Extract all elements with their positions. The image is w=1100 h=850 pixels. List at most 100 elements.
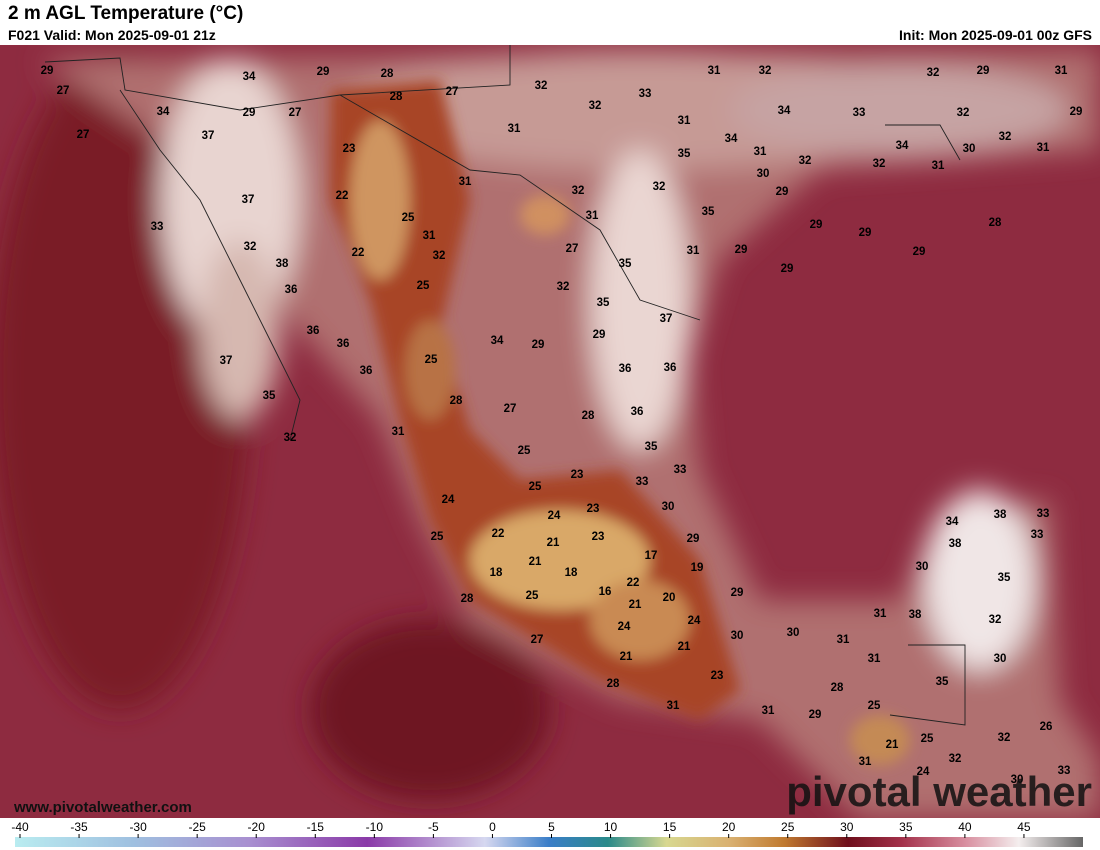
title: 2 m AGL Temperature (°C): [8, 3, 244, 24]
temperature-label: 23: [571, 469, 584, 481]
temperature-label: 33: [1031, 529, 1044, 541]
temperature-label: 33: [674, 464, 687, 476]
colorbar-tick-label: -35: [70, 820, 88, 834]
temperature-label: 31: [859, 756, 872, 768]
temperature-label: 32: [989, 614, 1002, 626]
temperature-label: 37: [202, 130, 215, 142]
temperature-label: 37: [242, 194, 255, 206]
temperature-label: 30: [731, 630, 744, 642]
temperature-label: 35: [678, 148, 691, 160]
watermark: pivotal weather: [786, 768, 1092, 815]
temperature-label: 29: [243, 107, 256, 119]
colorbar-tick-label: -20: [248, 820, 266, 834]
colorbar-tick-label: 5: [548, 820, 555, 834]
temperature-label: 30: [757, 168, 770, 180]
temperature-label: 28: [461, 593, 474, 605]
temperature-label: 36: [360, 365, 373, 377]
temperature-label: 24: [548, 510, 561, 522]
temperature-label: 32: [759, 65, 772, 77]
temperature-label: 30: [787, 627, 800, 639]
temperature-label: 26: [1040, 721, 1053, 733]
temperature-label: 22: [336, 190, 349, 202]
temperature-label: 31: [687, 245, 700, 257]
temperature-label: 21: [620, 651, 633, 663]
temperature-label: 38: [949, 538, 962, 550]
temperature-label: 31: [874, 608, 887, 620]
temperature-label: 23: [343, 143, 356, 155]
temperature-label: 27: [504, 403, 517, 415]
temperature-label: 29: [859, 227, 872, 239]
temperature-label: 21: [547, 537, 560, 549]
temperature-label: 32: [653, 181, 666, 193]
temperature-label: 38: [276, 258, 289, 270]
temperature-label: 31: [932, 160, 945, 172]
temperature-label: 16: [599, 586, 612, 598]
temperature-label: 21: [529, 556, 542, 568]
temperature-label: 29: [731, 587, 744, 599]
temperature-label: 33: [1037, 508, 1050, 520]
temperature-label: 29: [687, 533, 700, 545]
colorbar-tick-label: 40: [958, 820, 972, 834]
temperature-label: 27: [446, 86, 459, 98]
map-field: [0, 45, 1100, 818]
temperature-label: 29: [1070, 106, 1083, 118]
temperature-label: 31: [762, 705, 775, 717]
temperature-label: 31: [678, 115, 691, 127]
temperature-label: 27: [566, 243, 579, 255]
temperature-label: 30: [963, 143, 976, 155]
temperature-label: 28: [381, 68, 394, 80]
temperature-label: 32: [557, 281, 570, 293]
temperature-label: 30: [662, 501, 675, 513]
temperature-label: 31: [868, 653, 881, 665]
temperature-label: 29: [977, 65, 990, 77]
temperature-label: 29: [781, 263, 794, 275]
temperature-label: 18: [565, 567, 578, 579]
temperature-label: 32: [799, 155, 812, 167]
temperature-label: 25: [921, 733, 934, 745]
temperature-label: 35: [263, 390, 276, 402]
temperature-label: 35: [597, 297, 610, 309]
temperature-label: 38: [994, 509, 1007, 521]
temperature-label: 38: [909, 609, 922, 621]
temperature-label: 34: [491, 335, 504, 347]
temperature-label: 31: [667, 700, 680, 712]
colorbar-tick-label: -15: [307, 820, 325, 834]
temperature-label: 30: [916, 561, 929, 573]
colorbar-tick-label: -40: [11, 820, 29, 834]
temperature-label: 36: [337, 338, 350, 350]
temperature-label: 29: [41, 65, 54, 77]
temperature-label: 34: [725, 133, 738, 145]
temperature-label: 31: [586, 210, 599, 222]
borders: [44, 45, 966, 726]
temperature-label: 36: [619, 363, 632, 375]
temperature-label: 31: [1037, 142, 1050, 154]
temperature-label: 31: [837, 634, 850, 646]
temperature-label: 27: [57, 85, 70, 97]
temperature-label: 32: [999, 131, 1012, 143]
temperature-label: 36: [307, 325, 320, 337]
temperature-label: 28: [989, 217, 1002, 229]
colorbar-tick-label: 30: [840, 820, 854, 834]
temperature-label: 32: [873, 158, 886, 170]
temperature-label: 27: [289, 107, 302, 119]
temperature-label: 19: [691, 562, 704, 574]
temperature-label: 32: [949, 753, 962, 765]
temperature-label: 36: [285, 284, 298, 296]
colorbar-tick-label: 20: [722, 820, 736, 834]
temperature-label: 34: [946, 516, 959, 528]
temperature-label: 29: [593, 329, 606, 341]
temperature-label: 35: [998, 572, 1011, 584]
temperature-label: 31: [423, 230, 436, 242]
temperature-label: 33: [151, 221, 164, 233]
temperature-label: 21: [678, 641, 691, 653]
temperature-label: 25: [425, 354, 438, 366]
temperature-label: 27: [77, 129, 90, 141]
init-time: Init: Mon 2025-09-01 00z GFS: [899, 27, 1092, 43]
temperature-label: 36: [631, 406, 644, 418]
temperature-label: 25: [868, 700, 881, 712]
temperature-label: 25: [526, 590, 539, 602]
temperature-label: 29: [913, 246, 926, 258]
temperature-label: 32: [535, 80, 548, 92]
temperature-label: 21: [886, 739, 899, 751]
